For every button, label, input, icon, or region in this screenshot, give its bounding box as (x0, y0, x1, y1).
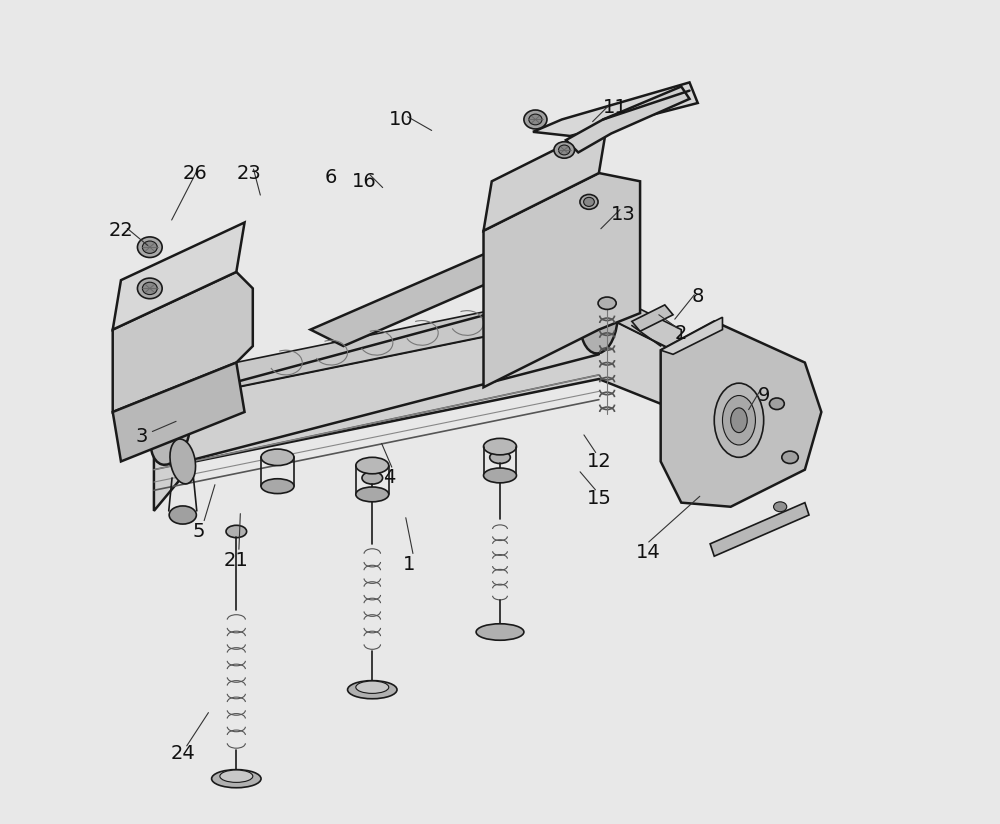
Text: 2: 2 (675, 324, 687, 344)
Ellipse shape (220, 770, 253, 783)
Text: 4: 4 (383, 468, 395, 488)
Ellipse shape (348, 681, 397, 699)
Ellipse shape (151, 400, 190, 465)
Text: 12: 12 (587, 452, 611, 471)
Text: 13: 13 (611, 204, 636, 224)
Ellipse shape (356, 457, 389, 474)
Ellipse shape (356, 681, 389, 694)
Text: 23: 23 (236, 163, 261, 183)
Polygon shape (154, 313, 681, 511)
Text: 24: 24 (170, 744, 195, 764)
Ellipse shape (490, 451, 510, 463)
Polygon shape (710, 503, 809, 556)
Text: 3: 3 (135, 427, 148, 447)
Ellipse shape (529, 115, 542, 125)
Ellipse shape (212, 770, 261, 788)
Text: 6: 6 (325, 167, 337, 187)
Ellipse shape (142, 241, 157, 254)
Polygon shape (154, 288, 681, 453)
Ellipse shape (142, 283, 157, 294)
Ellipse shape (484, 438, 516, 455)
Ellipse shape (714, 383, 764, 457)
Text: 26: 26 (183, 163, 207, 183)
Ellipse shape (261, 449, 294, 466)
Ellipse shape (261, 479, 294, 494)
Ellipse shape (484, 468, 516, 483)
Ellipse shape (169, 506, 196, 524)
Text: 1: 1 (403, 555, 416, 574)
Ellipse shape (170, 439, 196, 484)
Ellipse shape (524, 110, 547, 129)
Polygon shape (533, 82, 698, 136)
Ellipse shape (137, 237, 162, 258)
Ellipse shape (580, 286, 618, 353)
Text: 8: 8 (692, 287, 704, 307)
Text: 16: 16 (352, 171, 376, 191)
Ellipse shape (722, 396, 755, 445)
Ellipse shape (580, 194, 598, 209)
Text: 10: 10 (389, 110, 413, 129)
Ellipse shape (774, 502, 787, 512)
Polygon shape (310, 247, 533, 346)
Polygon shape (484, 124, 607, 231)
Polygon shape (113, 363, 245, 461)
Text: 22: 22 (109, 221, 133, 241)
Ellipse shape (356, 487, 389, 502)
Polygon shape (113, 272, 253, 412)
Ellipse shape (731, 408, 747, 433)
Ellipse shape (226, 526, 247, 538)
Ellipse shape (598, 297, 616, 309)
Text: 5: 5 (193, 522, 205, 541)
Ellipse shape (559, 145, 570, 155)
Ellipse shape (137, 278, 162, 298)
Ellipse shape (769, 398, 784, 410)
Ellipse shape (554, 142, 575, 158)
Text: 14: 14 (636, 542, 661, 562)
Polygon shape (632, 305, 673, 331)
Polygon shape (113, 222, 245, 330)
Polygon shape (661, 317, 722, 354)
Ellipse shape (362, 471, 383, 485)
Polygon shape (566, 87, 690, 152)
Text: 11: 11 (603, 97, 628, 117)
Text: 9: 9 (757, 386, 770, 405)
Text: 15: 15 (586, 489, 611, 508)
Ellipse shape (782, 451, 798, 463)
Polygon shape (484, 173, 640, 387)
Polygon shape (661, 321, 821, 507)
Text: 21: 21 (224, 550, 249, 570)
Ellipse shape (476, 624, 524, 640)
Ellipse shape (584, 198, 594, 207)
